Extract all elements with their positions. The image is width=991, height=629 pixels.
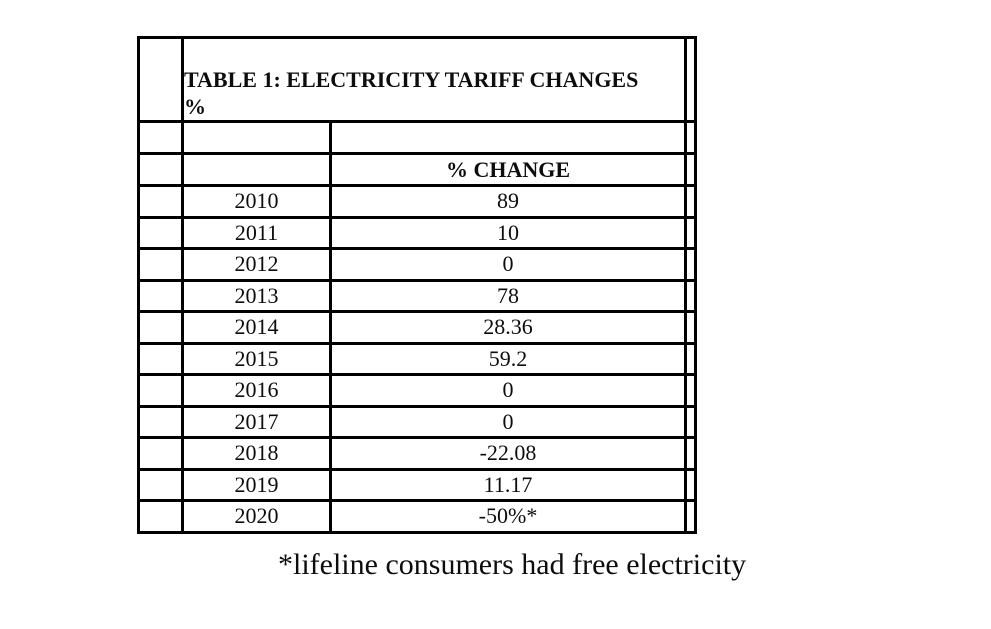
right-gutter-cell xyxy=(684,120,697,155)
year-cell: 2020 xyxy=(181,499,332,534)
year-cell: 2012 xyxy=(181,247,332,282)
change-cell: 10 xyxy=(329,215,687,250)
left-gutter-cell xyxy=(137,436,184,471)
change-cell: 28.36 xyxy=(329,310,687,345)
change-cell: -22.08 xyxy=(329,436,687,471)
table-row: 2010 89 xyxy=(137,184,697,219)
empty-cell xyxy=(329,120,687,155)
right-gutter-cell xyxy=(684,467,697,502)
right-gutter-cell xyxy=(684,247,697,282)
table-row: 2019 11.17 xyxy=(137,467,697,502)
lifeline-footnote: *lifeline consumers had free electricity xyxy=(278,548,747,581)
table-row: 2011 10 xyxy=(137,215,697,250)
table-row: 2014 28.36 xyxy=(137,310,697,345)
left-gutter-cell xyxy=(137,499,184,534)
left-gutter-cell xyxy=(137,278,184,313)
left-gutter-cell xyxy=(137,215,184,250)
right-gutter-cell xyxy=(684,499,697,534)
right-gutter-cell xyxy=(684,436,697,471)
table-title-row: TABLE 1: ELECTRICITY TARIFF CHANGES % xyxy=(137,36,697,123)
left-gutter-cell xyxy=(137,36,184,123)
year-cell: 2014 xyxy=(181,310,332,345)
right-gutter-cell xyxy=(684,278,697,313)
header-row: % CHANGE xyxy=(137,152,697,187)
table-row: 2015 59.2 xyxy=(137,341,697,376)
year-header-cell xyxy=(181,152,332,187)
year-cell: 2013 xyxy=(181,278,332,313)
left-gutter-cell xyxy=(137,341,184,376)
right-gutter-cell xyxy=(684,341,697,376)
right-gutter-cell xyxy=(684,404,697,439)
right-gutter-cell xyxy=(684,373,697,408)
left-gutter-cell xyxy=(137,310,184,345)
left-gutter-cell xyxy=(137,184,184,219)
year-cell: 2011 xyxy=(181,215,332,250)
change-column-header: % CHANGE xyxy=(329,152,687,187)
year-cell: 2015 xyxy=(181,341,332,376)
left-gutter-cell xyxy=(137,467,184,502)
year-cell: 2010 xyxy=(181,184,332,219)
right-gutter-cell xyxy=(684,310,697,345)
left-gutter-cell xyxy=(137,152,184,187)
table-title: TABLE 1: ELECTRICITY TARIFF CHANGES % xyxy=(181,36,687,123)
electricity-tariff-table: TABLE 1: ELECTRICITY TARIFF CHANGES % % … xyxy=(137,36,697,534)
table-row: 2016 0 xyxy=(137,373,697,408)
right-gutter-cell xyxy=(684,184,697,219)
year-cell: 2017 xyxy=(181,404,332,439)
change-cell: -50%* xyxy=(329,499,687,534)
table-row: 2018 -22.08 xyxy=(137,436,697,471)
left-gutter-cell xyxy=(137,120,184,155)
table-row: 2017 0 xyxy=(137,404,697,439)
table-row: 2020 -50%* xyxy=(137,499,697,534)
change-cell: 89 xyxy=(329,184,687,219)
change-cell: 0 xyxy=(329,373,687,408)
year-cell: 2019 xyxy=(181,467,332,502)
table-row: 2013 78 xyxy=(137,278,697,313)
change-cell: 78 xyxy=(329,278,687,313)
change-cell: 59.2 xyxy=(329,341,687,376)
left-gutter-cell xyxy=(137,373,184,408)
empty-cell xyxy=(181,120,332,155)
left-gutter-cell xyxy=(137,247,184,282)
change-cell: 0 xyxy=(329,404,687,439)
right-gutter-cell xyxy=(684,215,697,250)
table-row: 2012 0 xyxy=(137,247,697,282)
year-cell: 2018 xyxy=(181,436,332,471)
spacer-row xyxy=(137,120,697,155)
year-cell: 2016 xyxy=(181,373,332,408)
right-gutter-cell xyxy=(684,36,697,123)
change-cell: 11.17 xyxy=(329,467,687,502)
right-gutter-cell xyxy=(684,152,697,187)
change-cell: 0 xyxy=(329,247,687,282)
left-gutter-cell xyxy=(137,404,184,439)
